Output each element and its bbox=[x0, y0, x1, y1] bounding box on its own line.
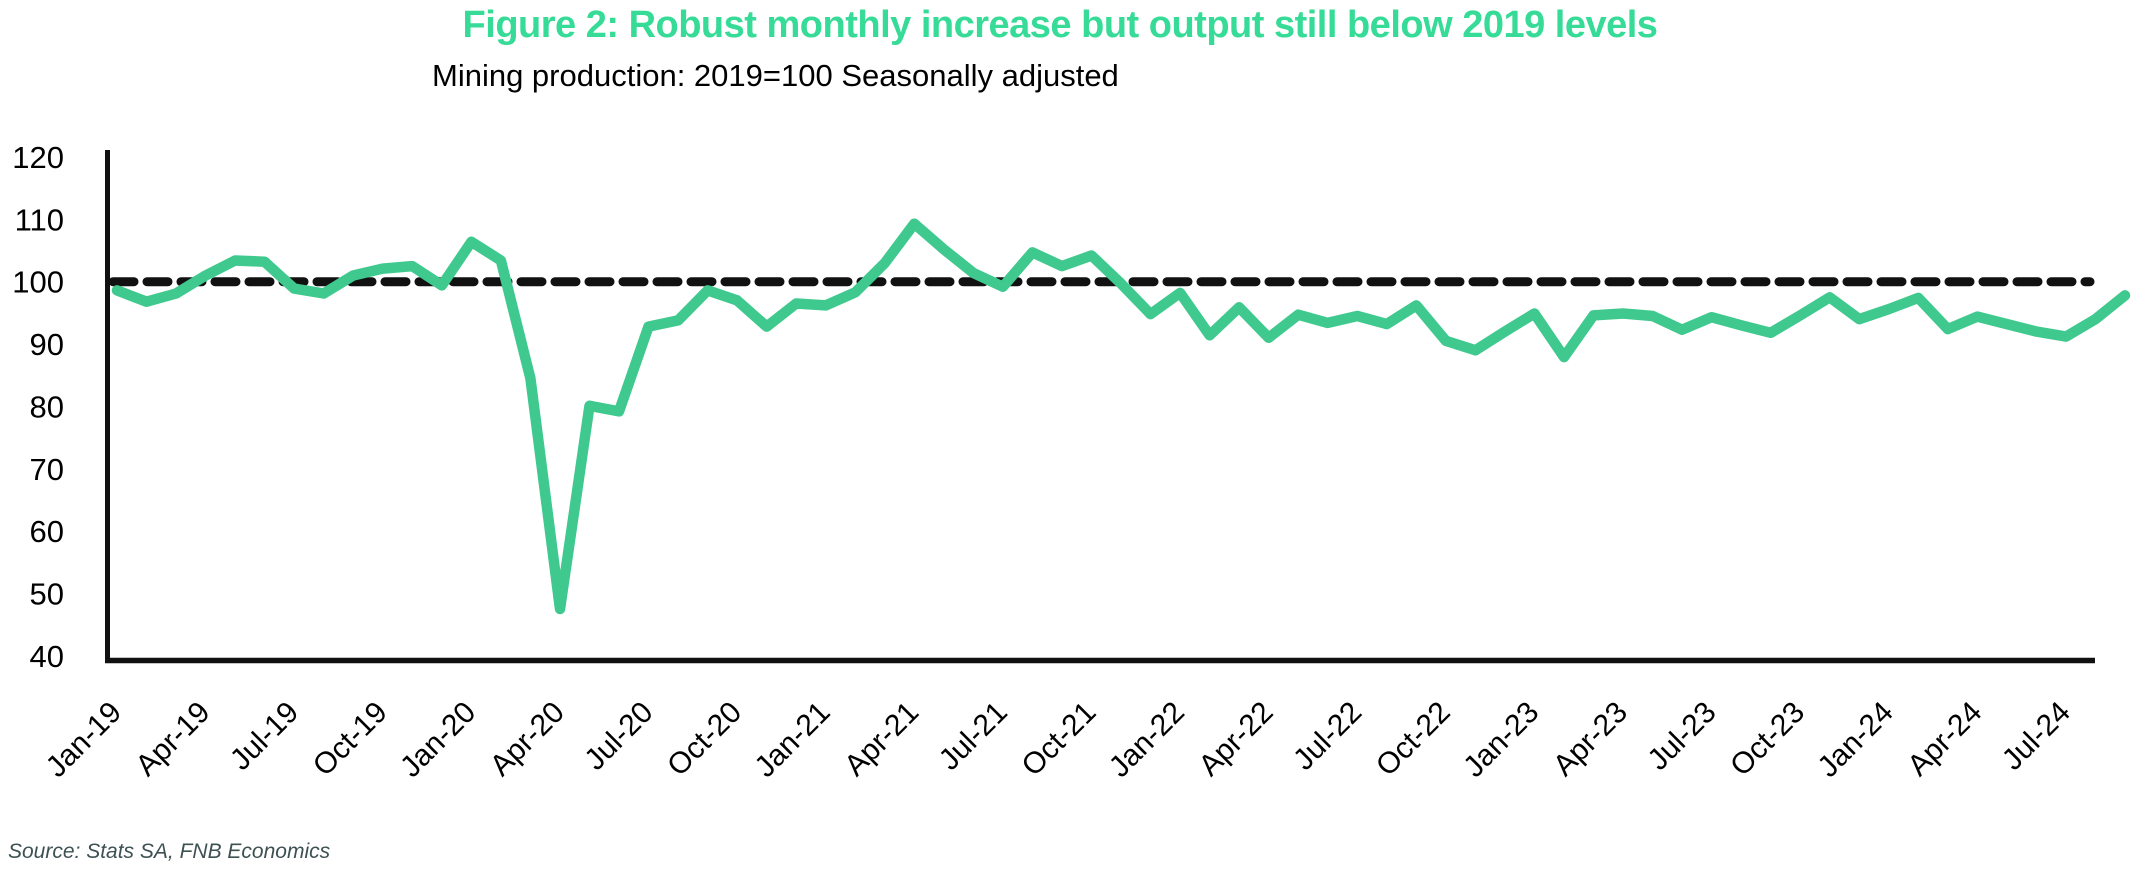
x-tick-label: Oct-23 bbox=[1724, 696, 1811, 783]
x-tick-label: Jan-20 bbox=[394, 696, 482, 784]
x-tick-label: Apr-22 bbox=[1193, 696, 1280, 783]
x-tick-label: Jul-24 bbox=[1996, 696, 2077, 777]
chart-title: Figure 2: Robust monthly increase but ou… bbox=[462, 4, 1658, 46]
y-tick-label: 120 bbox=[12, 140, 64, 175]
x-tick-label: Oct-21 bbox=[1015, 696, 1102, 783]
y-tick-label: 40 bbox=[30, 639, 64, 674]
x-tick-label: Jan-19 bbox=[40, 696, 128, 784]
x-tick-label: Jul-21 bbox=[933, 696, 1014, 777]
x-tick-label: Jul-22 bbox=[1287, 696, 1368, 777]
x-tick-label: Jul-23 bbox=[1641, 696, 1722, 777]
mining-production-line-series bbox=[111, 218, 2131, 615]
x-tick-label: Apr-19 bbox=[130, 696, 217, 783]
y-tick-label: 50 bbox=[30, 576, 64, 611]
x-tick-label: Oct-22 bbox=[1370, 696, 1457, 783]
y-tick-label: 60 bbox=[30, 514, 64, 549]
x-tick-label: Jul-19 bbox=[224, 696, 305, 777]
x-tick-label: Apr-23 bbox=[1547, 696, 1634, 783]
x-tick-label: Oct-20 bbox=[661, 696, 748, 783]
x-tick-label: Apr-24 bbox=[1901, 696, 1988, 783]
x-tick-label: Jan-24 bbox=[1812, 696, 1900, 784]
y-tick-label: 70 bbox=[30, 452, 64, 487]
x-tick-label: Jan-22 bbox=[1103, 696, 1191, 784]
x-tick-label: Apr-21 bbox=[838, 696, 925, 783]
x-tick-label: Jul-20 bbox=[578, 696, 659, 777]
y-tick-label: 90 bbox=[30, 327, 64, 362]
chart-subtitle: Mining production: 2019=100 Seasonally a… bbox=[432, 58, 1119, 93]
x-tick-label: Jan-21 bbox=[748, 696, 836, 784]
x-tick-label: Oct-19 bbox=[307, 696, 394, 783]
source-note: Source: Stats SA, FNB Economics bbox=[8, 840, 331, 863]
y-tick-label: 110 bbox=[15, 202, 64, 237]
x-tick-label: Apr-20 bbox=[484, 696, 571, 783]
y-tick-label: 80 bbox=[30, 389, 64, 424]
y-tick-label: 100 bbox=[12, 265, 64, 300]
x-tick-label: Jan-23 bbox=[1457, 696, 1545, 784]
